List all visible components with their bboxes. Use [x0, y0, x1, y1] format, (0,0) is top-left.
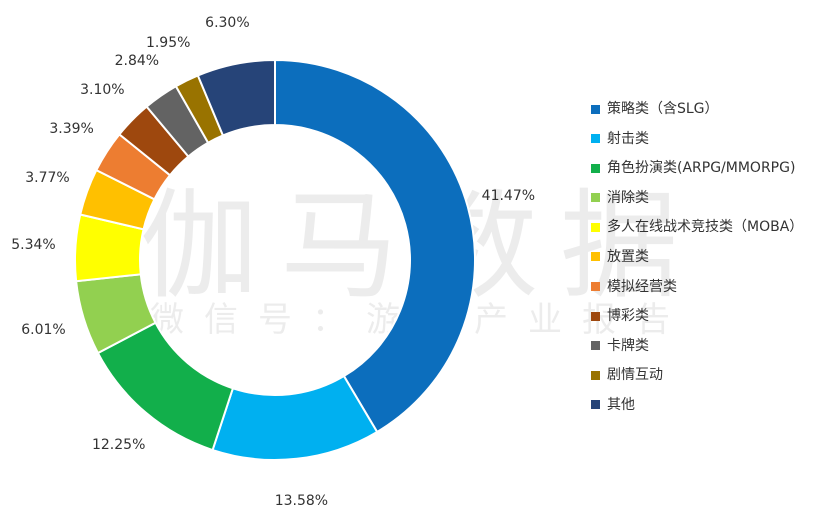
- slice-label-0: 41.47%: [481, 187, 536, 204]
- legend-item-3: 消除类: [591, 188, 803, 208]
- legend-swatch-1: [591, 134, 600, 144]
- legend-label-7: 博彩类: [607, 308, 649, 325]
- legend-item-5: 放置类: [591, 247, 803, 267]
- legend-label-9: 剧情互动: [607, 367, 663, 384]
- donut-slice-1: [211, 374, 379, 461]
- legend-item-7: 博彩类: [591, 306, 803, 326]
- donut-slice-10: [196, 58, 276, 137]
- slice-label-7: 3.10%: [80, 82, 125, 99]
- legend-label-5: 放置类: [607, 248, 649, 265]
- slice-label-4: 5.34%: [11, 237, 56, 254]
- legend-swatch-10: [591, 400, 600, 410]
- slice-label-10: 6.30%: [205, 14, 250, 31]
- legend-label-2: 角色扮演类(ARPG/MMORPG): [607, 160, 796, 177]
- legend-item-6: 模拟经营类: [591, 277, 803, 297]
- slice-label-3: 6.01%: [21, 322, 66, 339]
- legend-label-6: 模拟经营类: [607, 278, 677, 295]
- legend-swatch-8: [591, 341, 600, 351]
- legend-swatch-0: [591, 104, 600, 114]
- slice-label-5: 3.77%: [25, 169, 70, 186]
- slice-label-2: 12.25%: [91, 436, 146, 453]
- legend-label-8: 卡牌类: [607, 337, 649, 354]
- legend-label-1: 射击类: [607, 130, 649, 147]
- legend-item-10: 其他: [591, 395, 803, 415]
- legend-item-4: 多人在线战术竞技类（MOBA）: [591, 217, 803, 237]
- legend-swatch-7: [591, 311, 600, 321]
- legend-label-4: 多人在线战术竞技类（MOBA）: [607, 219, 804, 236]
- chart-legend: 策略类（含SLG） 射击类角色扮演类(ARPG/MMORPG) 消除类多人在线战术竞…: [591, 99, 803, 425]
- legend-swatch-5: [591, 252, 600, 262]
- legend-item-2: 角色扮演类(ARPG/MMORPG): [591, 158, 803, 178]
- legend-item-0: 策略类（含SLG）: [591, 99, 803, 119]
- legend-label-10: 其他: [607, 396, 635, 413]
- slice-label-1: 13.58%: [274, 492, 329, 509]
- slice-label-8: 2.84%: [114, 53, 160, 70]
- slice-label-6: 3.39%: [49, 120, 94, 137]
- donut-slice-0: [274, 58, 476, 434]
- legend-label-0: 策略类（含SLG）: [607, 101, 719, 117]
- legend-swatch-4: [591, 222, 600, 232]
- legend-item-9: 剧情互动: [591, 365, 803, 385]
- legend-swatch-2: [591, 163, 600, 173]
- legend-swatch-9: [591, 370, 600, 380]
- legend-item-8: 卡牌类: [591, 336, 803, 356]
- legend-label-3: 消除类: [607, 189, 649, 206]
- slice-label-9: 1.95%: [145, 34, 191, 51]
- legend-swatch-3: [591, 193, 600, 203]
- legend-swatch-6: [591, 282, 600, 292]
- legend-item-1: 射击类: [591, 129, 803, 149]
